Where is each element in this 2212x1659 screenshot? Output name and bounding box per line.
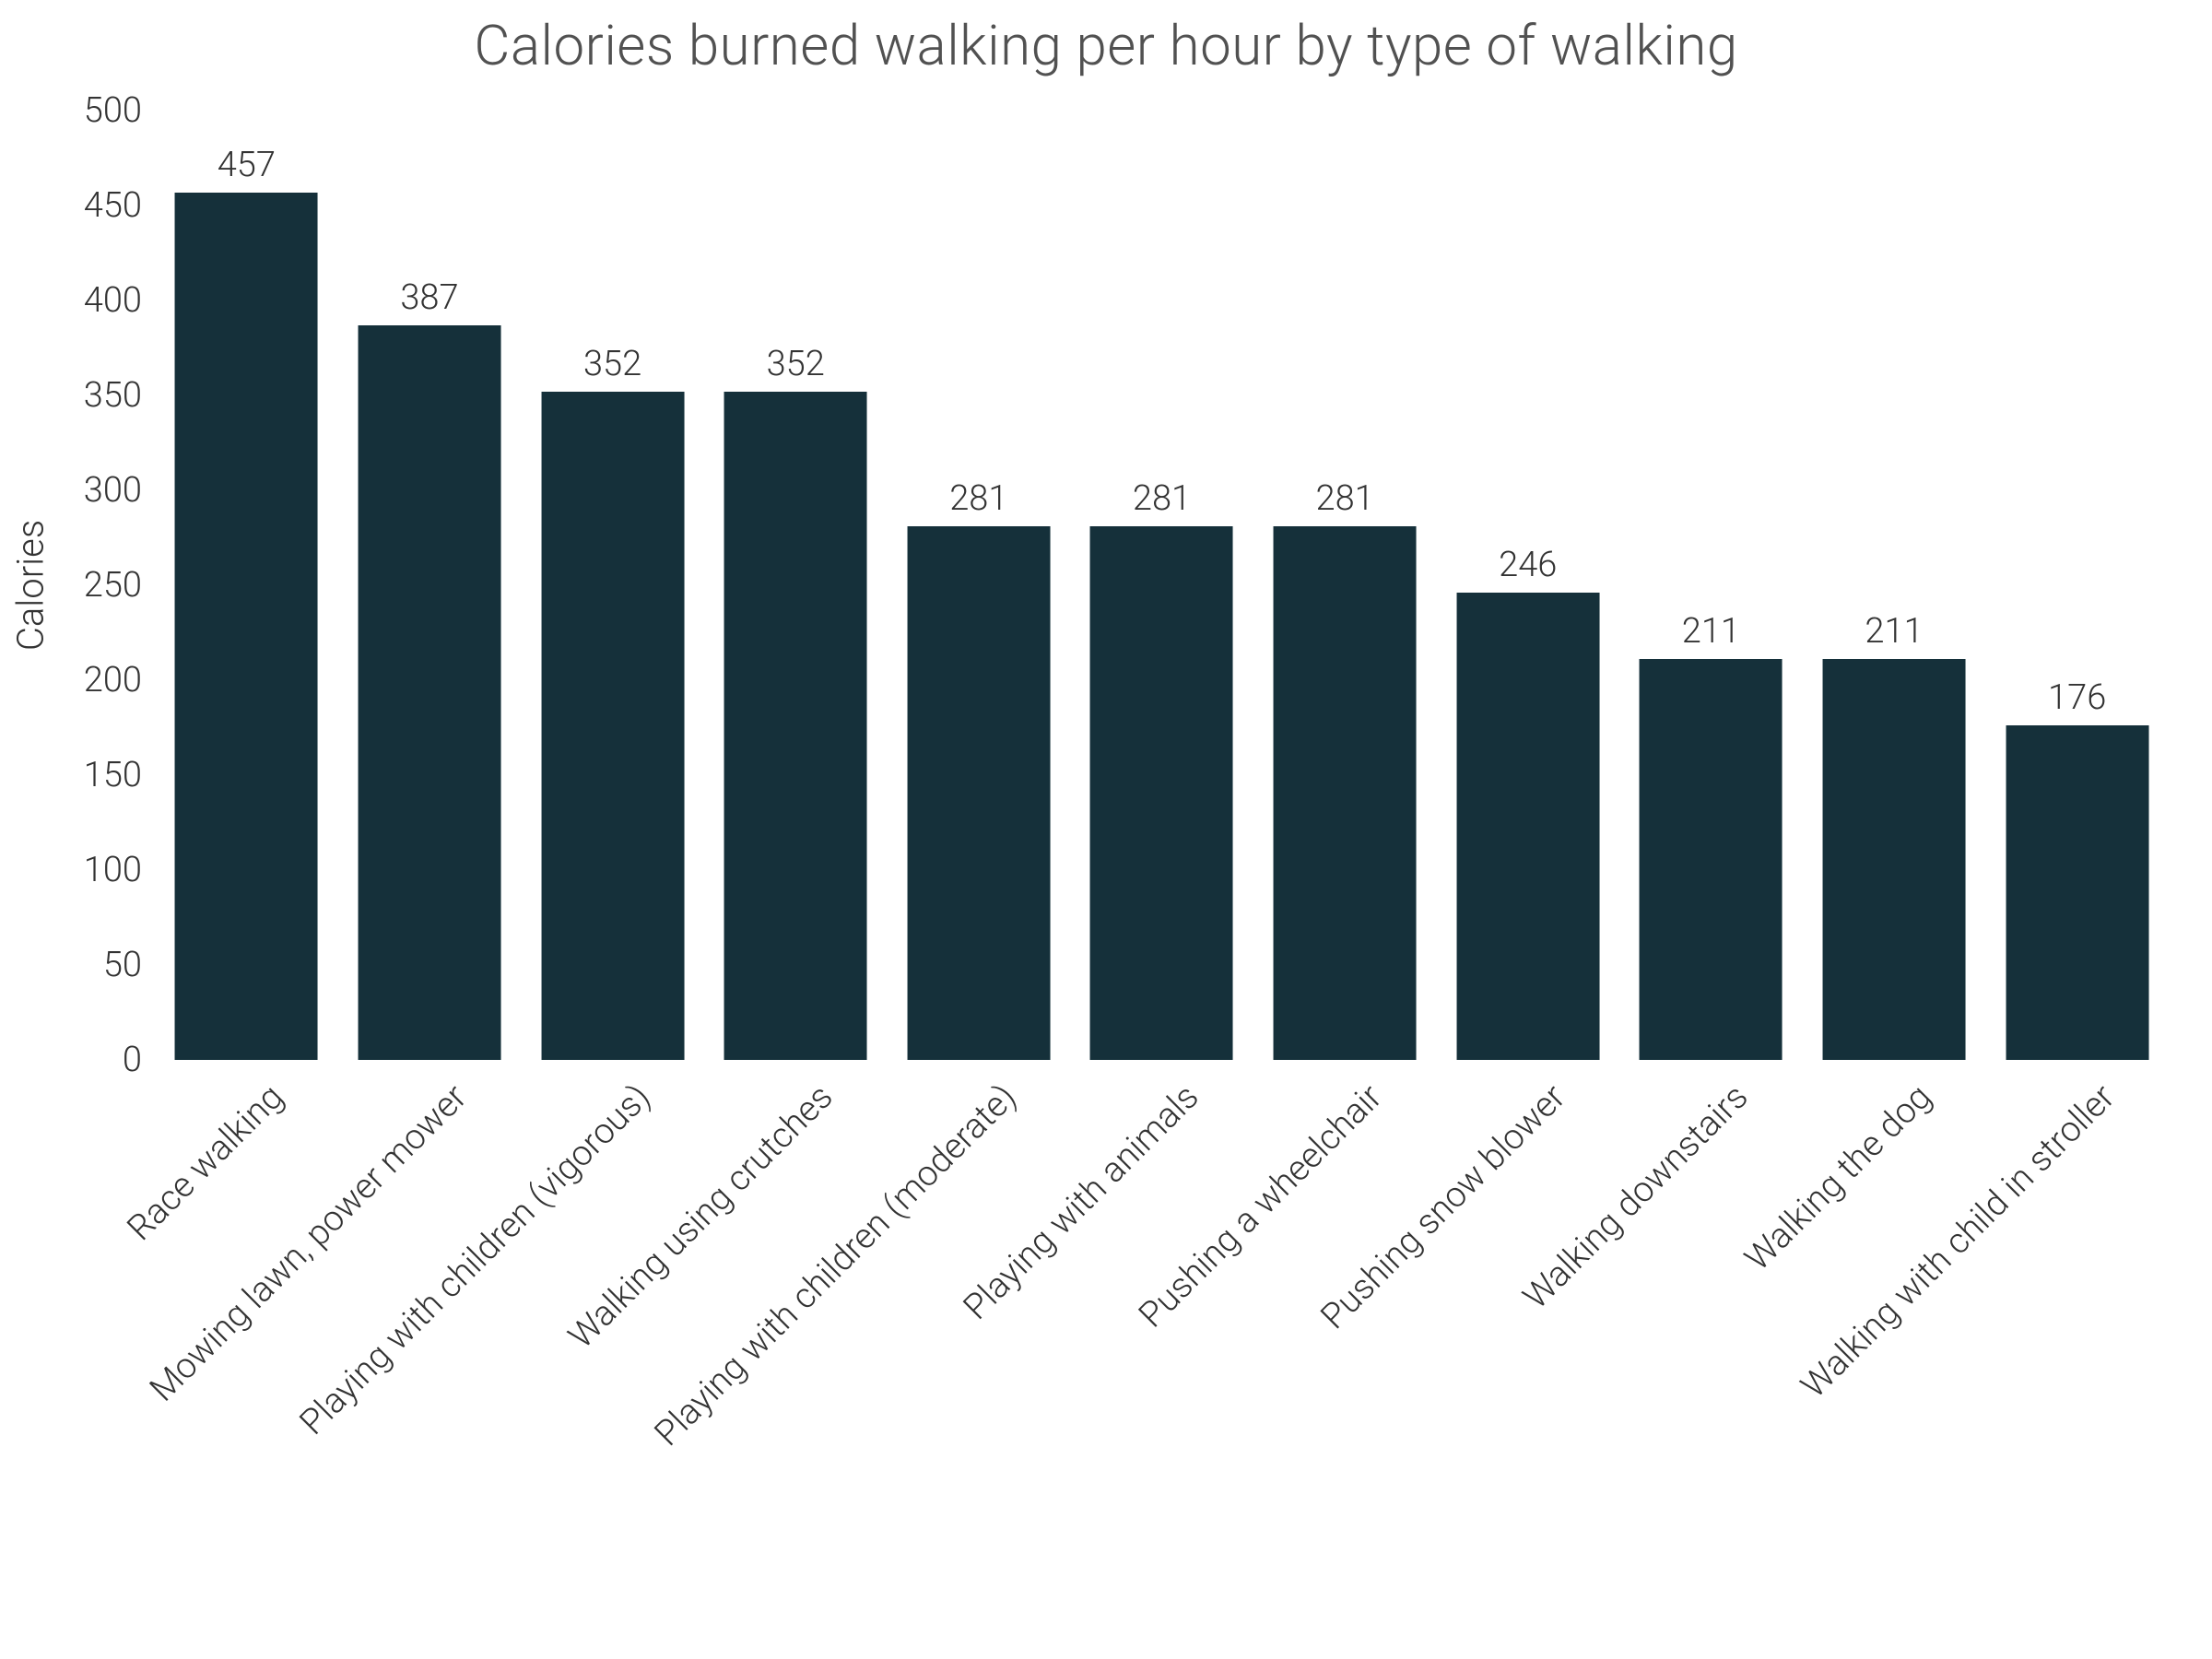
bar: 352 — [541, 392, 684, 1060]
x-tick-label: Race walking — [103, 1060, 292, 1249]
y-tick-label: 300 — [84, 470, 142, 511]
y-tick-label: 150 — [84, 755, 142, 795]
bar: 281 — [1090, 526, 1233, 1060]
bar-value-label: 281 — [949, 478, 1007, 519]
bars-group: 457Race walking387Mowing lawn, power mow… — [155, 111, 2169, 1060]
chart-container: Calories burned walking per hour by type… — [0, 0, 2212, 1659]
bar: 246 — [1456, 593, 1599, 1060]
y-tick-label: 350 — [84, 375, 142, 416]
bar-slot: 457Race walking — [155, 111, 338, 1060]
bar: 176 — [2006, 725, 2148, 1060]
y-tick-label: 50 — [103, 945, 142, 985]
bar: 387 — [358, 325, 500, 1060]
bar-slot: 352Playing with children (vigorous) — [521, 111, 704, 1060]
bar-value-label: 352 — [767, 344, 825, 384]
bar: 352 — [724, 392, 867, 1060]
y-tick-label: 450 — [84, 185, 142, 226]
chart-title: Calories burned walking per hour by type… — [0, 13, 2212, 78]
bar-value-label: 281 — [1133, 478, 1191, 519]
bar-slot: 281Playing with children (moderate) — [888, 111, 1071, 1060]
bar: 281 — [1274, 526, 1417, 1060]
bar-value-label: 387 — [400, 277, 458, 318]
bar-slot: 281Playing with animals — [1070, 111, 1253, 1060]
bar-slot: 352Walking using crutches — [704, 111, 888, 1060]
bar-slot: 281Pushing a wheelchair — [1253, 111, 1437, 1060]
bar-slot: 211Walking the dog — [1803, 111, 1986, 1060]
bar-slot: 176Walking with child in stroller — [1985, 111, 2169, 1060]
y-tick-label: 500 — [84, 90, 142, 131]
bar: 211 — [1640, 659, 1783, 1060]
bar-value-label: 211 — [1682, 611, 1740, 652]
bar-slot: 246Pushing snow blower — [1436, 111, 1619, 1060]
bar: 457 — [175, 193, 318, 1060]
bar-value-label: 246 — [1499, 545, 1557, 585]
bar-value-label: 281 — [1316, 478, 1374, 519]
x-tick-label: Walking with child in stroller — [1776, 1060, 2123, 1406]
y-tick-label: 200 — [84, 660, 142, 700]
bar-value-label: 176 — [2048, 677, 2106, 718]
bar-value-label: 457 — [218, 145, 276, 185]
bar-value-label: 352 — [583, 344, 641, 384]
x-tick-label: Playing with children (vigorous) — [275, 1060, 658, 1443]
plot-area: Calories 050100150200250300350400450500 … — [155, 111, 2169, 1060]
bar: 281 — [907, 526, 1050, 1060]
bar: 211 — [1823, 659, 1966, 1060]
bar-slot: 211Walking downstairs — [1619, 111, 1803, 1060]
bar-slot: 387Mowing lawn, power mower — [338, 111, 522, 1060]
y-tick-label: 0 — [123, 1040, 142, 1080]
y-tick-label: 250 — [84, 565, 142, 606]
bar-value-label: 211 — [1865, 611, 1923, 652]
y-tick-label: 400 — [84, 280, 142, 321]
y-axis-label: Calories — [9, 520, 53, 651]
x-tick-label: Mowing lawn, power mower — [125, 1060, 475, 1409]
y-tick-label: 100 — [84, 850, 142, 890]
